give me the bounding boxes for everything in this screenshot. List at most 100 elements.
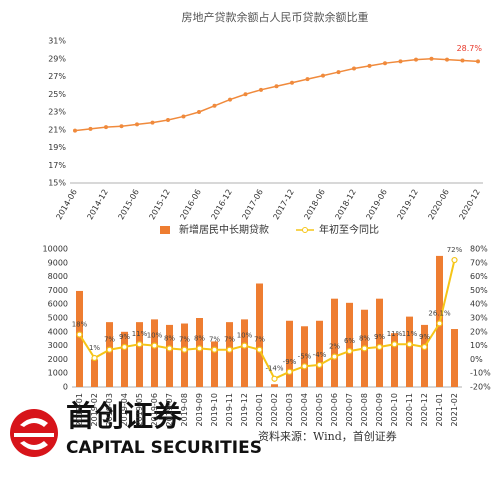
- y-tick-label: 6000: [48, 300, 68, 309]
- point: [429, 56, 434, 61]
- value-label: 9%: [374, 333, 385, 341]
- point: [346, 348, 353, 355]
- x-tick-label: 2020-02: [270, 393, 279, 426]
- y2-tick-label: -20%: [470, 383, 491, 392]
- point: [106, 346, 113, 353]
- y2-tick-label: 60%: [470, 272, 488, 281]
- point: [121, 343, 128, 351]
- x-tick-label: 2020-07: [345, 393, 354, 426]
- value-label: 8%: [164, 334, 175, 342]
- point: [361, 345, 368, 352]
- bar: [391, 333, 398, 387]
- x-tick-label: 2020-03: [285, 393, 294, 426]
- point: [91, 354, 98, 362]
- bar: [406, 316, 413, 387]
- x-tick-label: 2020-08: [360, 393, 369, 426]
- value-label: 18%: [72, 321, 88, 329]
- x-tick-label: 2021-02: [450, 393, 459, 426]
- x-tick-label: 2017-12: [271, 188, 296, 221]
- y2-tick-label: 70%: [470, 258, 488, 267]
- legend-swatch: [302, 227, 308, 233]
- value-label: -4%: [313, 351, 327, 359]
- x-tick-label: 2019-10: [210, 393, 219, 426]
- x-tick-label: 2020-05: [315, 393, 324, 426]
- y-tick-label: 21%: [48, 125, 66, 134]
- x-tick-label: 2019-04: [120, 393, 129, 426]
- value-label: 10%: [147, 332, 163, 340]
- x-tick-label: 2014-06: [54, 188, 79, 221]
- point: [316, 361, 323, 369]
- x-tick-label: 2019-11: [225, 393, 234, 426]
- point: [336, 70, 341, 75]
- x-tick-label: 2019-02: [90, 393, 99, 426]
- x-tick-label: 2019-07: [165, 393, 174, 426]
- point: [367, 63, 372, 68]
- value-label: 9%: [419, 333, 430, 341]
- bar: [316, 320, 323, 387]
- point: [196, 345, 203, 352]
- point: [259, 87, 263, 92]
- point: [271, 375, 278, 382]
- value-label: 72%: [447, 246, 463, 254]
- bar: [226, 322, 233, 387]
- y2-tick-label: 30%: [470, 314, 488, 323]
- logo: [10, 409, 58, 457]
- point: [451, 256, 458, 264]
- bar: [211, 341, 218, 387]
- point: [166, 345, 173, 352]
- y2-tick-label: 40%: [470, 300, 488, 309]
- point: [197, 110, 201, 114]
- x-tick-label: 2019-09: [195, 393, 204, 426]
- point: [136, 341, 143, 348]
- value-label: 10%: [237, 332, 253, 340]
- x-tick-label: 2016-06: [178, 188, 203, 221]
- line: [74, 57, 479, 132]
- x-tick-label: 2019-12: [240, 393, 249, 426]
- x-tick-label: 2019-05: [135, 393, 144, 426]
- value-label: 9%: [119, 333, 130, 341]
- point: [274, 84, 279, 89]
- y-tick-label: 31%: [48, 37, 66, 46]
- point: [211, 346, 218, 353]
- value-label: 11%: [132, 330, 148, 338]
- logo-mark: [14, 417, 54, 451]
- point: [243, 92, 248, 97]
- value-label: 7%: [179, 336, 190, 344]
- point: [398, 59, 403, 64]
- y-tick-label: 19%: [48, 143, 66, 152]
- y2-tick-label: -10%: [470, 369, 491, 378]
- x-tick-label: 2020-06: [426, 188, 451, 221]
- x-tick-label: 2018-06: [302, 188, 327, 221]
- value-label: 7%: [104, 336, 115, 344]
- point: [383, 61, 387, 66]
- x-tick-label: 2019-03: [105, 393, 114, 426]
- legend-label: 新增居民中长期贷款: [179, 223, 269, 236]
- x-tick-label: 2014-12: [85, 188, 110, 221]
- source: 资料来源：Wind，首创证券: [258, 429, 397, 443]
- point: [352, 66, 356, 71]
- y2-tick-label: 10%: [470, 341, 488, 350]
- x-tick-label: 2018-12: [333, 188, 358, 221]
- point: [321, 73, 325, 78]
- bar: [271, 384, 278, 387]
- value-label: 11%: [387, 330, 403, 338]
- bar: [421, 324, 428, 387]
- point: [151, 342, 158, 349]
- bar: [196, 318, 203, 387]
- point: [150, 120, 155, 125]
- point: [331, 353, 338, 360]
- bar: [451, 329, 458, 387]
- bar: [121, 331, 128, 387]
- x-tick-label: 2020-10: [390, 393, 399, 426]
- value-label: -14%: [265, 365, 283, 373]
- point: [119, 124, 124, 129]
- x-tick-label: 2015-12: [147, 188, 172, 221]
- point: [301, 363, 308, 370]
- y-tick-label: 17%: [48, 161, 66, 170]
- y-tick-label: 9000: [48, 258, 68, 267]
- point: [226, 346, 233, 353]
- value-label: 6%: [344, 337, 355, 345]
- x-tick-label: 2019-08: [180, 393, 189, 426]
- value-label: 2%: [329, 343, 340, 351]
- y-tick-label: 4000: [48, 327, 68, 336]
